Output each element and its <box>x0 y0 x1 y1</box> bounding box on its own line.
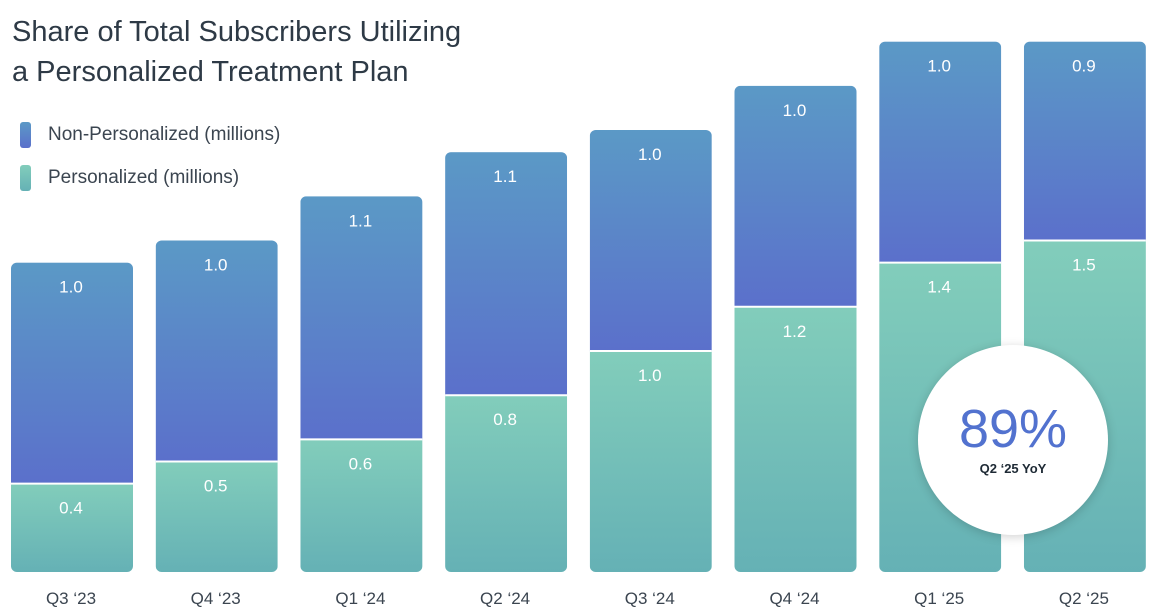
yoy-callout-value: 89% <box>958 398 1068 459</box>
legend-item-non-personalized: Non-Personalized (millions) <box>20 120 280 150</box>
bar-personalized <box>155 461 278 572</box>
legend-label-personalized: Personalized (millions) <box>48 167 240 188</box>
yoy-callout-caption: Q2 ‘25 YoY <box>979 460 1047 476</box>
bar-label-personalized: 0.5 <box>204 477 228 496</box>
bar-label-non-personalized: 1.0 <box>638 145 662 164</box>
legend-swatch-personalized <box>20 165 31 191</box>
bar-group <box>155 240 278 572</box>
bar-group <box>445 152 568 572</box>
bar-label-personalized: 1.5 <box>1072 256 1096 275</box>
legend-item-personalized: Personalized (millions) <box>20 163 280 193</box>
legend-label-non-personalized: Non-Personalized (millions) <box>48 124 281 145</box>
x-tick-label: Q4 ‘23 <box>191 589 241 608</box>
chart-title-line-1: Share of Total Subscribers Utilizing <box>12 16 462 48</box>
bar-label-non-personalized: 1.0 <box>204 256 228 275</box>
bar-personalized <box>11 483 133 572</box>
bar-personalized <box>589 351 712 572</box>
bar-label-personalized: 0.4 <box>59 499 83 518</box>
x-tick-label: Q4 ‘24 <box>769 589 819 608</box>
bar-label-non-personalized: 1.0 <box>59 278 83 297</box>
x-tick-label: Q2 ‘25 <box>1059 589 1109 608</box>
bar-personalized <box>300 439 423 572</box>
chart-title-line-2: a Personalized Treatment Plan <box>12 56 409 88</box>
x-tick-label: Q3 ‘23 <box>46 589 96 608</box>
bar-personalized <box>445 395 568 572</box>
bar-group <box>11 262 133 572</box>
bar-non-personalized <box>879 41 1002 263</box>
bar-non-personalized <box>734 85 857 307</box>
labels-layer: 1.0 0.4 1.0 0.5 1.1 0.6 1.1 0.8 1.0 1.0 1.0 1.2 1.0 1… <box>59 57 1096 518</box>
bar-non-personalized <box>155 240 278 462</box>
bar-label-non-personalized: 1.1 <box>493 167 517 186</box>
legend: Non-Personalized (millions) Personalized… <box>20 120 280 206</box>
bar-non-personalized <box>300 196 423 440</box>
bar-non-personalized <box>589 130 712 351</box>
bar-non-personalized <box>1023 41 1146 241</box>
bar-label-non-personalized: 1.0 <box>927 57 951 76</box>
x-tick-label: Q2 ‘24 <box>480 589 530 608</box>
bars-layer <box>11 41 1146 572</box>
bar-label-non-personalized: 0.9 <box>1072 57 1096 76</box>
chart-title: Share of Total Subscribers Utilizing a P… <box>12 12 461 92</box>
x-tick-label: Q1 ‘25 <box>914 589 964 608</box>
yoy-callout: 89% Q2 ‘25 YoY <box>918 345 1108 535</box>
x-axis-ticks: Q3 ‘23 Q4 ‘23 Q1 ‘24 Q2 ‘24 Q3 ‘24 Q4 ‘24 Q1 ‘… <box>46 589 1109 608</box>
bar-group <box>1023 41 1146 572</box>
legend-swatch-non-personalized <box>20 122 31 148</box>
bar-group <box>734 85 857 572</box>
bar-label-personalized: 1.4 <box>927 278 951 297</box>
bar-label-non-personalized: 1.1 <box>349 211 373 230</box>
bar-group <box>300 196 423 572</box>
bar-label-personalized: 1.2 <box>783 322 807 341</box>
bar-group <box>589 130 712 572</box>
bar-label-non-personalized: 1.0 <box>783 101 807 120</box>
bar-label-personalized: 0.6 <box>349 454 373 473</box>
x-tick-label: Q3 ‘24 <box>625 589 675 608</box>
bar-label-personalized: 0.8 <box>493 410 517 429</box>
bar-non-personalized <box>445 152 568 396</box>
bar-label-personalized: 1.0 <box>638 366 662 385</box>
x-tick-label: Q1 ‘24 <box>335 589 385 608</box>
bar-non-personalized <box>11 262 133 484</box>
bar-personalized <box>734 306 857 572</box>
